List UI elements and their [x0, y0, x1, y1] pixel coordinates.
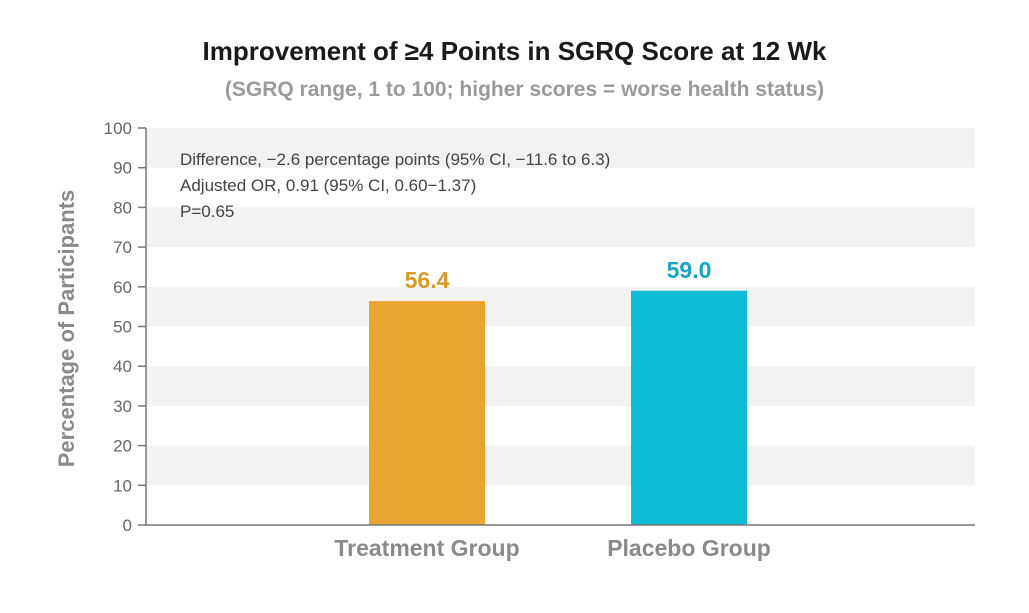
- y-tick-label: 40: [113, 357, 132, 376]
- grid-band: [146, 445, 975, 486]
- y-tick-label: 20: [113, 437, 132, 456]
- chart-title: Improvement of ≥4 Points in SGRQ Score a…: [202, 36, 827, 66]
- grid-band: [146, 128, 975, 168]
- y-tick-label: 0: [123, 516, 132, 535]
- annotation-difference: Difference, −2.6 percentage points (95% …: [180, 150, 611, 169]
- category-label: Treatment Group: [334, 535, 519, 561]
- bars: [369, 290, 747, 525]
- chart-subtitle: (SGRQ range, 1 to 100; higher scores = w…: [224, 78, 825, 101]
- data-label: 56.4: [405, 267, 450, 293]
- category-label: Placebo Group: [607, 535, 771, 561]
- bar-placebo: [631, 290, 747, 525]
- grid-band: [146, 286, 975, 327]
- annotation-p-value: P=0.65: [180, 202, 235, 221]
- y-axis-label: Percentage of Participants: [54, 190, 79, 468]
- y-tick-label: 10: [113, 476, 132, 495]
- y-tick-label: 50: [113, 318, 132, 337]
- labels: 56.4 Treatment Group 59.0 Placebo Group: [334, 257, 770, 561]
- y-tick-label: 80: [113, 198, 132, 217]
- grid-band: [146, 207, 975, 248]
- annotation-odds-ratio: Adjusted OR, 0.91 (95% CI, 0.60−1.37): [180, 176, 477, 195]
- y-tick-label: 60: [113, 278, 132, 297]
- grid-bands: [146, 128, 975, 486]
- y-axis: 0 10 20 30 40 50 60 70 80 90 100 Percentage of Part…: [54, 119, 975, 535]
- y-tick-label: 30: [113, 397, 132, 416]
- data-label: 59.0: [667, 257, 712, 283]
- y-tick-label: 90: [113, 159, 132, 178]
- bar-treatment: [369, 301, 485, 525]
- grid-band: [146, 366, 975, 406]
- y-tick-label: 100: [104, 119, 132, 138]
- y-tick-label: 70: [113, 238, 132, 257]
